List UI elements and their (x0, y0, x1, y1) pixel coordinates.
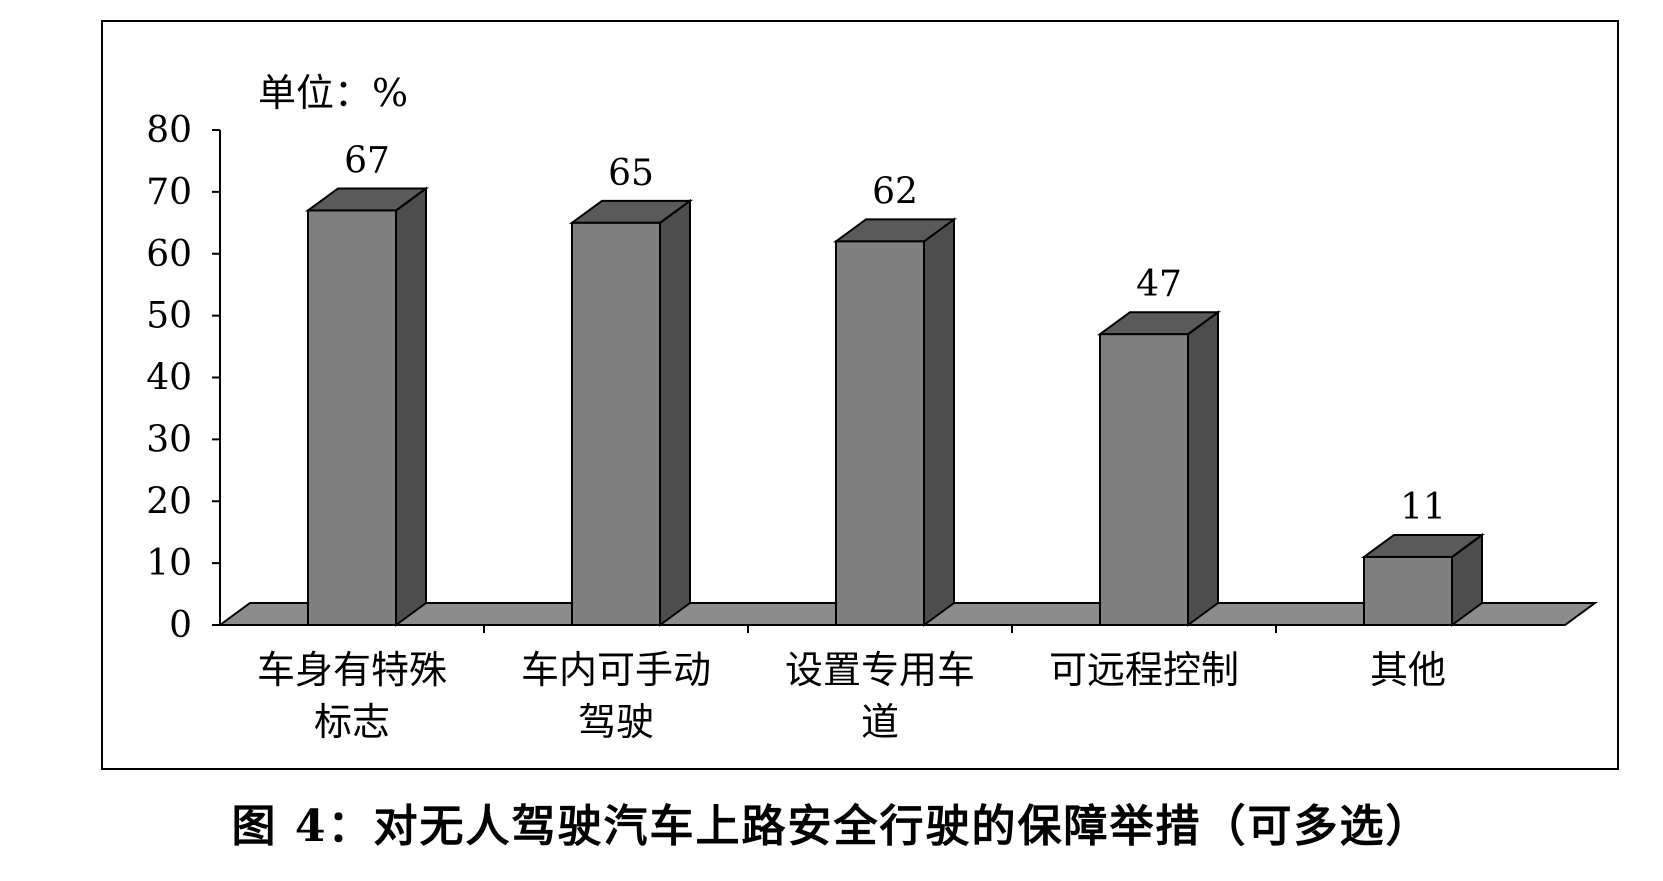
bar-chart: 单位：% 0 10 20 30 40 50 60 70 80 67 65 62 47 11 车身有特殊标… (146, 71, 1599, 744)
bar-front (307, 209, 397, 626)
bar (568, 198, 694, 627)
data-label: 11 (1400, 487, 1446, 528)
y-tick-label: 30 (146, 419, 192, 460)
category-label: 道 (861, 700, 899, 744)
bar (1360, 532, 1486, 627)
category-label: 驾驶 (578, 700, 654, 744)
bar-side (659, 198, 691, 627)
bar-side (923, 217, 955, 627)
data-label: 47 (1136, 264, 1182, 305)
category-label: 设置专用车 (785, 648, 975, 692)
y-tick-label: 70 (146, 172, 192, 213)
y-axis: 0 10 20 30 40 50 60 70 80 (146, 110, 1277, 646)
category-label: 标志 (314, 700, 390, 744)
data-label: 62 (872, 171, 918, 212)
data-label: 67 (344, 140, 390, 181)
y-tick-label: 50 (146, 296, 192, 337)
bars (304, 186, 1486, 627)
category-label: 可远程控制 (1049, 648, 1239, 692)
y-tick-label: 60 (146, 234, 192, 275)
bar (304, 186, 430, 627)
bar-front (1363, 555, 1453, 626)
bar (1096, 310, 1222, 627)
bar-side (395, 186, 427, 627)
category-label: 车内可手动 (521, 648, 711, 692)
figure-caption: 图 4：对无人驾驶汽车上路安全行驶的保障举措（可多选） (231, 801, 1432, 852)
bar (832, 217, 958, 627)
y-tick-label: 0 (169, 605, 192, 646)
y-tick-label: 80 (146, 110, 192, 151)
unit-label: 单位：% (258, 71, 408, 115)
category-label: 其他 (1370, 648, 1446, 692)
category-label: 车身有特殊 (257, 648, 447, 692)
bar-front (835, 240, 925, 626)
y-tick-label: 10 (146, 543, 192, 584)
y-tick-label: 20 (146, 481, 192, 522)
y-tick-label: 40 (146, 358, 192, 399)
data-label: 65 (608, 153, 654, 194)
data-labels: 67 65 62 47 11 (344, 140, 1446, 528)
bar-front (571, 221, 661, 626)
bar-front (1099, 333, 1189, 626)
chart-frame (101, 20, 1619, 770)
bar-side (1187, 310, 1219, 627)
